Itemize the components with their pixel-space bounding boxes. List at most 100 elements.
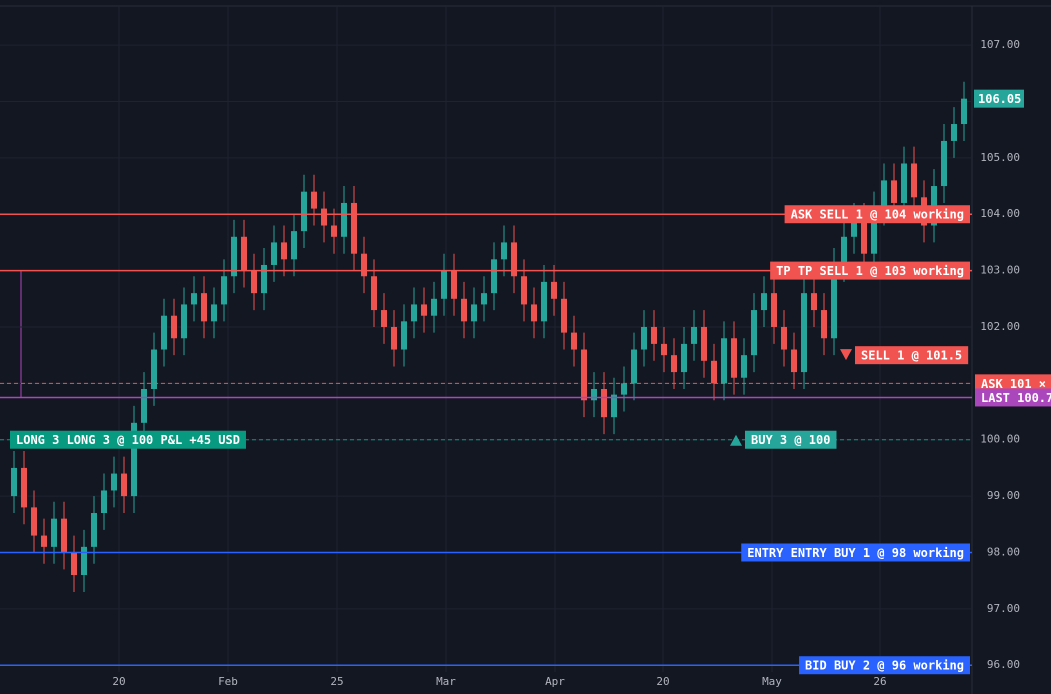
candle-body (521, 276, 527, 305)
candle-body (501, 242, 507, 260)
y-tick-label: 100.00 (980, 433, 1020, 446)
candle-body (91, 513, 97, 547)
x-tick-label: 20 (112, 675, 125, 688)
candle-body (711, 360, 717, 384)
candle-body (811, 293, 817, 311)
order-label: TP TP SELL 1 @ 103 working (776, 264, 964, 278)
order-label-bg (741, 543, 970, 562)
candle-body (111, 473, 117, 491)
candle-body (451, 270, 457, 299)
candle-body (411, 304, 417, 322)
candle-body (651, 326, 657, 344)
candle-body (431, 298, 437, 316)
y-tick-label: 107.00 (980, 38, 1020, 51)
x-tick-label: 25 (330, 675, 343, 688)
candle-body (841, 236, 847, 265)
candle-body (161, 315, 167, 350)
candle-body (261, 264, 267, 294)
axis-label-bg (975, 374, 1051, 393)
candle-body (851, 219, 857, 237)
candle-body (191, 293, 197, 305)
y-tick-label: 104.00 (980, 207, 1020, 220)
candle-body (781, 326, 787, 350)
candle-body (361, 253, 367, 277)
y-tick-label: 103.00 (980, 264, 1020, 277)
candle-body (801, 293, 807, 373)
candle-body (831, 264, 837, 339)
candle-body (631, 349, 637, 384)
candle-body (721, 338, 727, 384)
candle-body (291, 231, 297, 260)
candle-body (481, 293, 487, 305)
axis-label: ASK 101 × 4 (981, 377, 1051, 391)
y-tick-label: 97.00 (987, 602, 1020, 615)
candle-body (181, 304, 187, 339)
last-price-label: 106.05 (978, 92, 1021, 106)
candle-body (901, 163, 907, 203)
x-tick-label: May (762, 675, 782, 688)
candle-body (881, 180, 887, 209)
candle-body (571, 332, 577, 350)
order-label-bg (10, 430, 246, 449)
candle-body (941, 140, 947, 187)
candle-body (371, 276, 377, 311)
y-tick-label: 96.00 (987, 658, 1020, 671)
y-tick-label: 102.00 (980, 320, 1020, 333)
candle-body (731, 338, 737, 378)
candle-body (911, 163, 917, 198)
candle-body (341, 202, 347, 237)
candle-body (31, 507, 37, 536)
order-label: LONG 3 LONG 3 @ 100 P&L +45 USD (16, 433, 240, 447)
candle-body (201, 293, 207, 322)
candle-body (681, 343, 687, 373)
candle-body (461, 298, 467, 322)
order-label: ENTRY ENTRY BUY 1 @ 98 working (747, 546, 964, 560)
order-label: ASK SELL 1 @ 104 working (791, 208, 964, 222)
candle-body (861, 219, 867, 254)
marker-label-bg (745, 430, 837, 449)
candle-body (741, 355, 747, 378)
x-tick-label: Mar (436, 675, 456, 688)
candle-body (611, 394, 617, 418)
x-tick-label: 20 (656, 675, 669, 688)
candle-body (81, 546, 87, 576)
candle-body (601, 388, 607, 418)
candle-body (41, 535, 47, 547)
candle-body (51, 518, 57, 547)
candle-body (251, 270, 257, 294)
candle-body (761, 293, 767, 311)
x-tick-label: Feb (218, 675, 238, 688)
candle-body (491, 259, 497, 294)
candle-body (391, 326, 397, 350)
candle-body (241, 236, 247, 271)
candle-body (691, 326, 697, 344)
candle-body (301, 191, 307, 232)
candle-body (231, 236, 237, 277)
candle-body (71, 552, 77, 576)
last-price-bg (974, 89, 1024, 108)
candle-body (421, 304, 427, 316)
candle-body (331, 225, 337, 237)
marker-label: SELL 1 @ 101.5 (861, 349, 962, 363)
axis-label: LAST 100.75 (981, 391, 1051, 405)
candle-body (131, 422, 137, 497)
y-tick-label: 105.00 (980, 151, 1020, 164)
candle-body (121, 473, 127, 497)
candle-body (871, 208, 877, 254)
candle-body (471, 304, 477, 322)
candle-body (591, 388, 597, 401)
candle-body (321, 208, 327, 226)
order-label-bg (770, 261, 970, 280)
candle-body (671, 355, 677, 373)
candle-body (621, 383, 627, 395)
x-tick-label: Apr (545, 675, 565, 688)
candle-body (821, 310, 827, 339)
candle-body (581, 349, 587, 401)
trade-marker (840, 349, 852, 361)
candle-body (61, 518, 67, 553)
candle-body (791, 349, 797, 373)
order-label-bg (799, 656, 970, 675)
candle-body (11, 467, 17, 497)
candle-body (141, 388, 147, 423)
